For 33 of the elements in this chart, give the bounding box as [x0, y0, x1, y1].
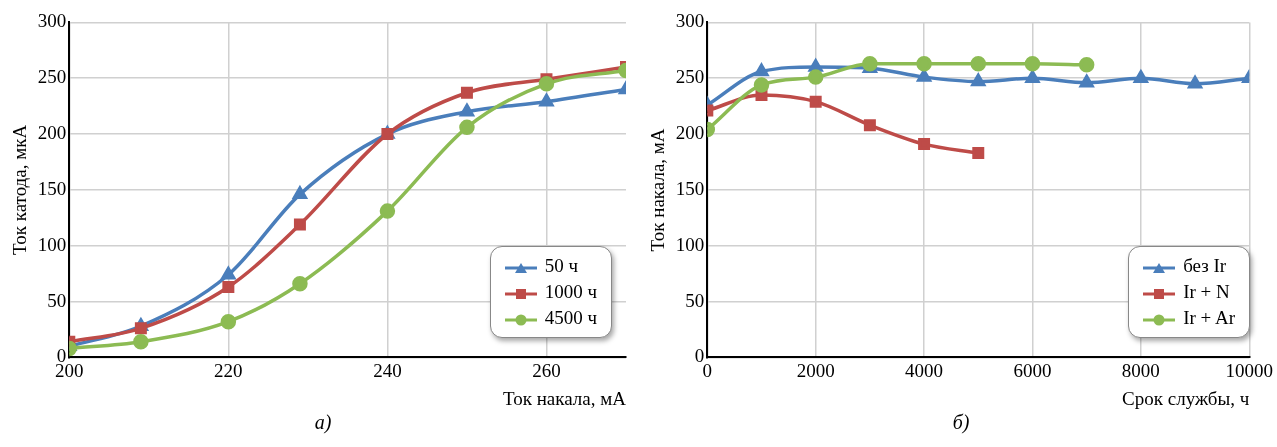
- legend-label: Ir + Ar: [1183, 307, 1235, 328]
- y-tick-label: 50: [47, 289, 67, 311]
- y-tick-label: 200: [37, 122, 67, 144]
- x-tick-label: 260: [532, 359, 561, 381]
- y-tick-label: 300: [675, 10, 705, 32]
- y-tick-label: 0: [694, 345, 705, 367]
- y-tick-label: 150: [675, 177, 705, 199]
- y-tick-label: 50: [685, 289, 705, 311]
- x-tick-label: 2000: [796, 359, 835, 381]
- y-tick-label: 250: [37, 66, 67, 88]
- y-tick-label: 200: [675, 122, 705, 144]
- y-tick-label: 250: [675, 66, 705, 88]
- legend-label: Ir + N: [1183, 281, 1230, 302]
- y-axis-title: Ток катода, мкА: [9, 124, 31, 255]
- y-axis-title: Ток накала, мА: [647, 128, 669, 252]
- text: б): [951, 411, 971, 434]
- legend-label: 50 ч: [544, 255, 578, 276]
- x-tick-label: 220: [214, 359, 243, 381]
- legend-label: 4500 ч: [544, 307, 597, 328]
- x-tick-label: 4000: [905, 359, 944, 381]
- x-tick-label: 10000: [1225, 359, 1273, 381]
- y-tick-label: 300: [37, 10, 67, 32]
- x-tick-label: 240: [373, 359, 402, 381]
- x-tick-label: 8000: [1121, 359, 1160, 381]
- legend-label: без Ir: [1183, 255, 1227, 276]
- x-axis-title: Ток накала, мА: [503, 387, 627, 409]
- legend-label: 1000 ч: [544, 281, 597, 302]
- x-axis-title: Срок службы, ч: [1122, 387, 1250, 409]
- x-tick-label: 6000: [1013, 359, 1052, 381]
- y-tick-label: 150: [37, 177, 67, 199]
- y-tick-label: 100: [37, 233, 67, 255]
- text: а): [313, 411, 333, 434]
- y-tick-label: 100: [675, 233, 705, 255]
